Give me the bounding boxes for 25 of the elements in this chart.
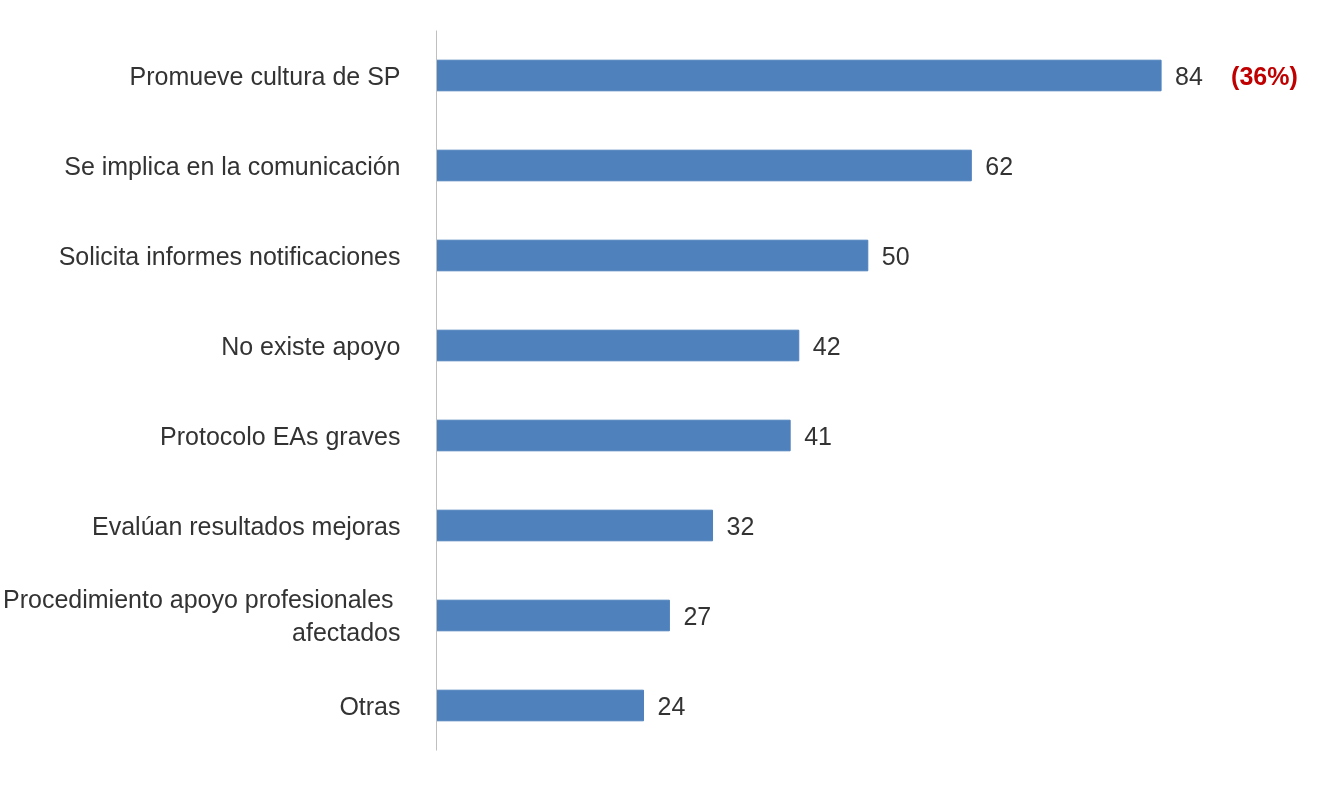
y-tick-label: Se implica en la comunicación <box>64 151 401 180</box>
y-tick-label: Evalúan resultados mejoras <box>92 511 401 540</box>
bar <box>436 419 791 452</box>
annotation: (36%) <box>1231 61 1298 90</box>
bar <box>436 689 645 722</box>
bar <box>436 149 972 182</box>
data-label: 42 <box>812 331 841 360</box>
bar <box>436 329 800 362</box>
y-tick-label: Otras <box>339 691 401 720</box>
y-tick-label: No existe apoyo <box>221 331 401 360</box>
data-label: 27 <box>683 601 712 630</box>
data-label: 50 <box>881 241 910 270</box>
bar <box>436 509 714 542</box>
y-tick-label: Procedimiento apoyo profesionales afectados <box>3 584 401 647</box>
bar <box>436 239 869 272</box>
data-label: 84 <box>1175 61 1203 90</box>
data-label: 32 <box>726 511 755 540</box>
data-label: 41 <box>804 421 832 450</box>
data-label: 24 <box>657 691 686 720</box>
y-tick-label: Protocolo EAs graves <box>160 421 401 450</box>
bar <box>436 599 670 632</box>
bar <box>436 59 1162 92</box>
data-label: 62 <box>985 151 1014 180</box>
y-tick-label: Promueve cultura de SP <box>129 61 401 90</box>
y-tick-label: Solicita informes notificaciones <box>58 241 401 270</box>
